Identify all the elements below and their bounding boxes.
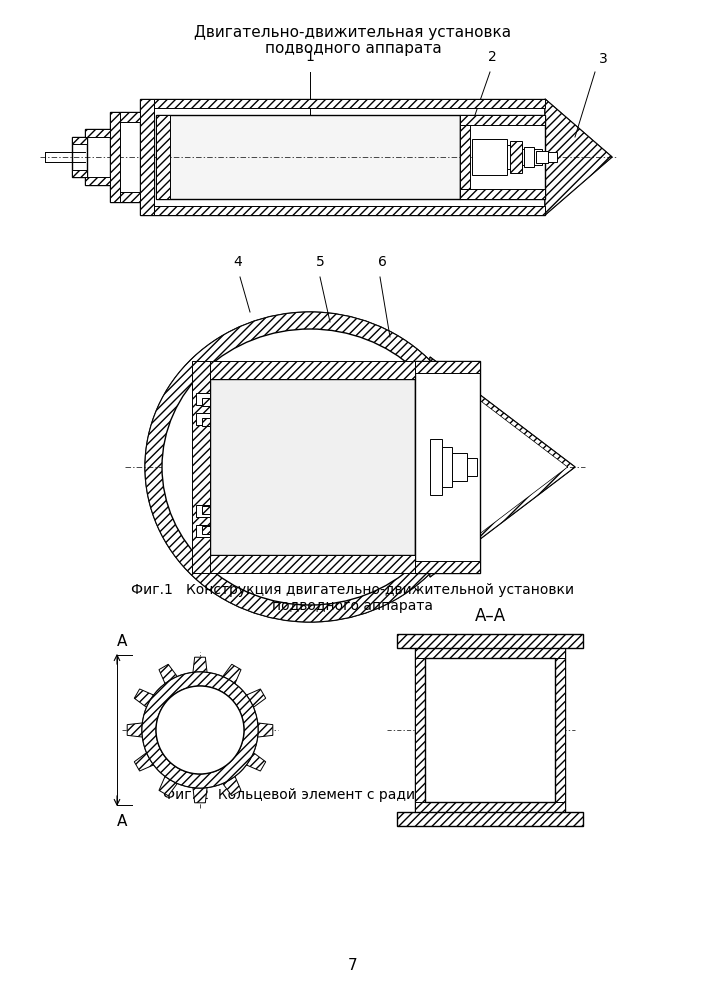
Bar [110,112,120,202]
Bar [210,379,415,555]
Bar [202,506,210,514]
Polygon shape [223,776,241,796]
Text: 2: 2 [488,50,496,64]
Polygon shape [193,788,207,803]
Bar [72,137,87,177]
Bar [202,398,210,406]
Bar [192,361,210,573]
Polygon shape [134,753,153,771]
Polygon shape [430,357,575,577]
Bar [467,458,477,476]
Text: Фиг. 2  Кольцевой элемент с радиальными пазами.: Фиг. 2 Кольцевой элемент с радиальными п… [163,788,543,802]
Bar [156,115,460,199]
Text: подводного аппарата: подводного аппарата [264,40,441,55]
Bar [397,634,583,648]
Bar [415,648,565,812]
Bar [542,152,557,162]
Polygon shape [134,689,153,707]
Bar [110,112,140,202]
Polygon shape [438,369,567,565]
Polygon shape [246,689,266,707]
Bar [460,125,470,189]
Bar [202,526,210,534]
Text: Фиг.1   Конструкция двигательно-движительной установки: Фиг.1 Конструкция двигательно-движительн… [132,583,575,597]
Bar [415,658,425,802]
Polygon shape [545,99,612,215]
Bar [510,141,522,173]
Bar [524,147,534,167]
Polygon shape [545,99,612,215]
Bar [507,145,522,169]
Bar [536,151,548,163]
Ellipse shape [145,312,475,622]
Polygon shape [430,357,575,577]
Text: А: А [117,635,127,650]
Bar [210,555,415,573]
Bar [415,361,480,373]
Bar [460,115,545,125]
Bar [415,561,480,573]
Bar [140,99,545,108]
Bar [85,129,110,185]
Polygon shape [193,657,207,672]
Polygon shape [159,664,177,684]
Bar [196,505,210,517]
Bar [196,413,210,425]
Bar [72,137,87,144]
Circle shape [156,686,244,774]
Polygon shape [257,723,273,737]
Polygon shape [246,753,266,771]
Text: 1: 1 [305,50,315,64]
Bar [415,648,565,658]
Polygon shape [159,776,177,796]
Text: 3: 3 [599,52,607,66]
Bar [85,129,110,137]
Polygon shape [127,723,142,737]
Bar [210,361,415,379]
Text: подводного аппарата: подводного аппарата [272,599,433,613]
Bar [430,439,442,495]
Bar [140,99,154,215]
Bar [85,177,110,185]
Bar [196,393,210,405]
Bar [425,658,555,802]
Bar [472,139,507,175]
Bar [415,361,480,573]
Bar [202,418,210,426]
Bar [460,115,545,199]
Bar [140,99,545,215]
Text: 6: 6 [378,255,387,269]
Bar [110,192,140,202]
Bar [72,170,87,177]
Bar [397,812,583,826]
Text: Двигательно-движительная установка: Двигательно-движительная установка [194,24,512,39]
Circle shape [142,672,258,788]
Ellipse shape [145,312,475,622]
Text: А: А [117,814,127,828]
Text: 5: 5 [315,255,325,269]
Bar [415,802,565,812]
Bar [452,453,467,481]
Text: 4: 4 [233,255,243,269]
Text: 7: 7 [348,958,358,972]
Bar [110,112,140,122]
Text: А–А: А–А [474,607,506,625]
Bar [196,525,210,537]
Bar [555,658,565,802]
Bar [156,115,170,199]
Ellipse shape [162,329,458,605]
Polygon shape [223,664,241,684]
Bar [522,149,542,165]
Bar [460,189,545,199]
Bar [442,447,452,487]
Bar [140,206,545,215]
